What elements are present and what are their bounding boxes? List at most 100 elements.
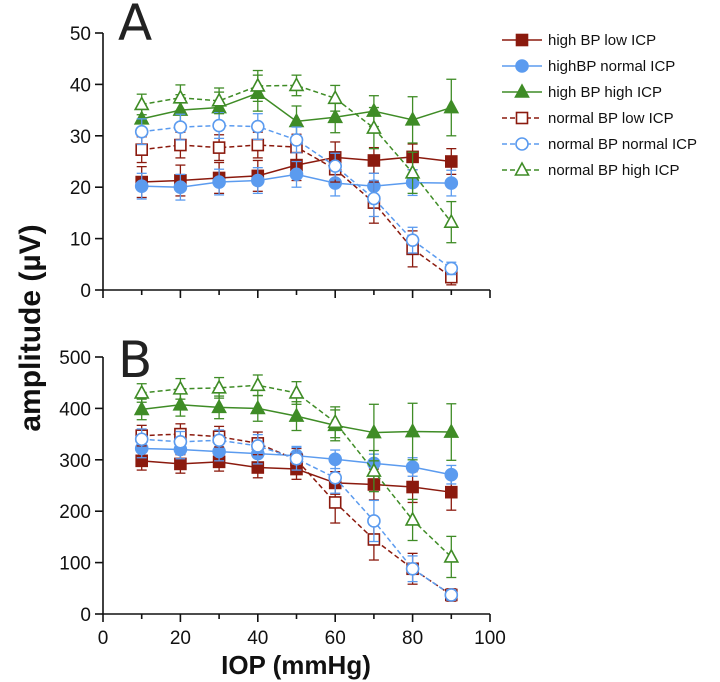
data-point	[443, 98, 460, 114]
legend-label: normal BP high ICP	[548, 162, 679, 179]
data-point	[443, 213, 460, 228]
legend-item-highbp-normal-icp: highBP normal ICP	[502, 58, 675, 75]
panel-a-y-tick-label: 0	[80, 281, 91, 302]
panel-a-series-normal-bp-high-icp	[133, 69, 460, 244]
legend-label: high BP low ICP	[548, 32, 656, 49]
series-line	[141, 84, 452, 223]
data-point	[172, 89, 189, 104]
panel-b-label: B	[118, 331, 152, 389]
data-point	[250, 439, 265, 453]
legend-marker	[515, 59, 529, 73]
data-point	[366, 119, 382, 134]
panel-a-y-tick-label: 30	[70, 127, 91, 148]
data-point	[327, 89, 344, 105]
data-point	[249, 399, 266, 415]
x-tick-label: 40	[247, 628, 268, 649]
data-point	[212, 433, 226, 448]
panel-a-series-normal-bp-normal-icp	[134, 112, 459, 276]
data-point	[211, 379, 227, 394]
x-tick-label: 100	[474, 628, 506, 649]
legend-marker	[514, 83, 530, 98]
panel-b-series-normal-bp-high-icp	[133, 374, 460, 579]
panel-a: A 0 10 20 30 40 50	[70, 0, 491, 302]
data-point	[444, 485, 458, 499]
legend-label: highBP normal ICP	[548, 58, 675, 75]
data-point	[366, 423, 382, 439]
data-point	[133, 95, 150, 111]
panel-b-y-tick-label: 100	[59, 554, 91, 575]
legend-marker	[515, 111, 529, 125]
data-point	[327, 413, 344, 429]
legend-marker	[515, 33, 529, 47]
data-point	[288, 384, 305, 399]
data-point	[328, 496, 342, 509]
legend-item-high-bp-low-icp: high BP low ICP	[502, 32, 656, 49]
data-point	[135, 143, 148, 156]
x-tick-label: 80	[402, 628, 423, 649]
panel-b-y-tick-label: 200	[59, 502, 91, 523]
data-point	[289, 133, 304, 147]
data-point	[173, 120, 188, 134]
data-point	[444, 261, 459, 276]
panel-b-y-tick-label: 0	[80, 605, 91, 626]
data-point	[367, 514, 381, 528]
panel-a-y-tick-label: 20	[70, 178, 91, 199]
data-point	[405, 233, 420, 247]
series-line	[141, 438, 452, 596]
panel-a-label: A	[118, 0, 152, 52]
data-point	[289, 167, 304, 182]
panel-a-y-tick-label: 10	[70, 230, 91, 251]
x-tick-label: 60	[325, 628, 346, 649]
data-point	[212, 175, 226, 189]
data-point	[250, 119, 265, 134]
data-point	[172, 396, 189, 411]
data-point	[443, 548, 460, 563]
data-point	[444, 155, 458, 168]
panel-b-y-tick-label: 300	[59, 451, 91, 472]
legend-item-normal-bp-high-icp: normal BP high ICP	[502, 161, 679, 179]
y-axis-title: amplitude (µV)	[14, 224, 47, 431]
legend-label: normal BP normal ICP	[548, 136, 697, 153]
legend-marker	[514, 161, 530, 176]
panel-a-y-tick-label: 50	[70, 24, 91, 45]
data-point	[288, 76, 305, 92]
legend-item-normal-bp-low-icp: normal BP low ICP	[502, 110, 674, 127]
x-tick-label: 20	[170, 628, 191, 649]
panel-b-y-tick-label: 500	[59, 348, 91, 369]
data-point	[249, 376, 266, 392]
data-point	[406, 480, 419, 494]
x-tick-label: 0	[98, 628, 109, 649]
data-point	[405, 460, 420, 474]
legend-marker	[515, 137, 529, 151]
panel-b-series-normal-bp-normal-icp	[134, 428, 459, 602]
legend-label: normal BP low ICP	[548, 110, 674, 127]
data-point	[173, 435, 188, 449]
data-point	[174, 457, 187, 471]
data-point	[404, 422, 421, 438]
data-point	[327, 108, 344, 124]
legend-item-high-bp-high-icp: high BP high ICP	[502, 83, 662, 101]
panel-b: B 0 100 200 300 400 500 0 20 40 60 80 100	[59, 331, 506, 649]
data-point	[211, 92, 227, 107]
data-point	[289, 451, 304, 466]
panel-b-series-high-bp-high-icp	[133, 392, 460, 462]
data-point	[404, 511, 421, 526]
data-point	[172, 380, 189, 395]
data-point	[404, 111, 421, 126]
data-point	[367, 154, 381, 167]
data-point	[134, 124, 149, 139]
data-point	[404, 164, 421, 179]
data-point	[173, 180, 188, 194]
data-point	[133, 400, 150, 416]
data-point	[134, 432, 149, 447]
data-point	[212, 141, 226, 154]
data-point	[443, 423, 460, 438]
panel-a-y-tick-label: 40	[70, 75, 91, 96]
x-axis-title: IOP (mmHg)	[221, 650, 371, 680]
data-point	[405, 561, 420, 576]
data-point	[288, 407, 305, 422]
data-point	[133, 384, 150, 399]
data-point	[250, 173, 265, 188]
data-point	[174, 138, 187, 152]
panel-b-y-tick-label: 400	[59, 399, 91, 420]
